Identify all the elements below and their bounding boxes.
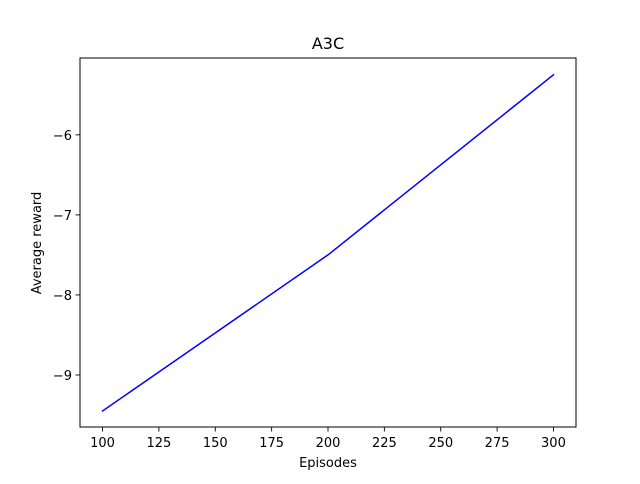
plot-area: 100 125 150 175 200 225 250 275 300 −9 −8 −7 −6 xyxy=(53,57,577,451)
x-tick-label: 100 xyxy=(90,436,115,451)
series-line-0 xyxy=(101,73,555,413)
x-tick-label: 175 xyxy=(259,436,284,451)
chart-title: A3C xyxy=(312,34,344,53)
x-tick-label: 150 xyxy=(203,436,228,451)
y-axis-label: Average reward xyxy=(30,192,45,295)
axes-frame xyxy=(79,57,577,428)
y-tick-label: −8 xyxy=(53,289,72,304)
x-tick-label: 125 xyxy=(146,436,171,451)
x-tick-label: 225 xyxy=(372,436,397,451)
y-tick-label: −9 xyxy=(53,369,72,384)
x-tick-label: 300 xyxy=(541,436,566,451)
y-tick-label: −6 xyxy=(53,129,72,144)
y-tick-label: −7 xyxy=(53,209,72,224)
x-axis-label: Episodes xyxy=(299,456,357,471)
x-tick-label: 250 xyxy=(428,436,453,451)
x-tick-label: 200 xyxy=(316,436,341,451)
x-tick-label: 275 xyxy=(485,436,510,451)
